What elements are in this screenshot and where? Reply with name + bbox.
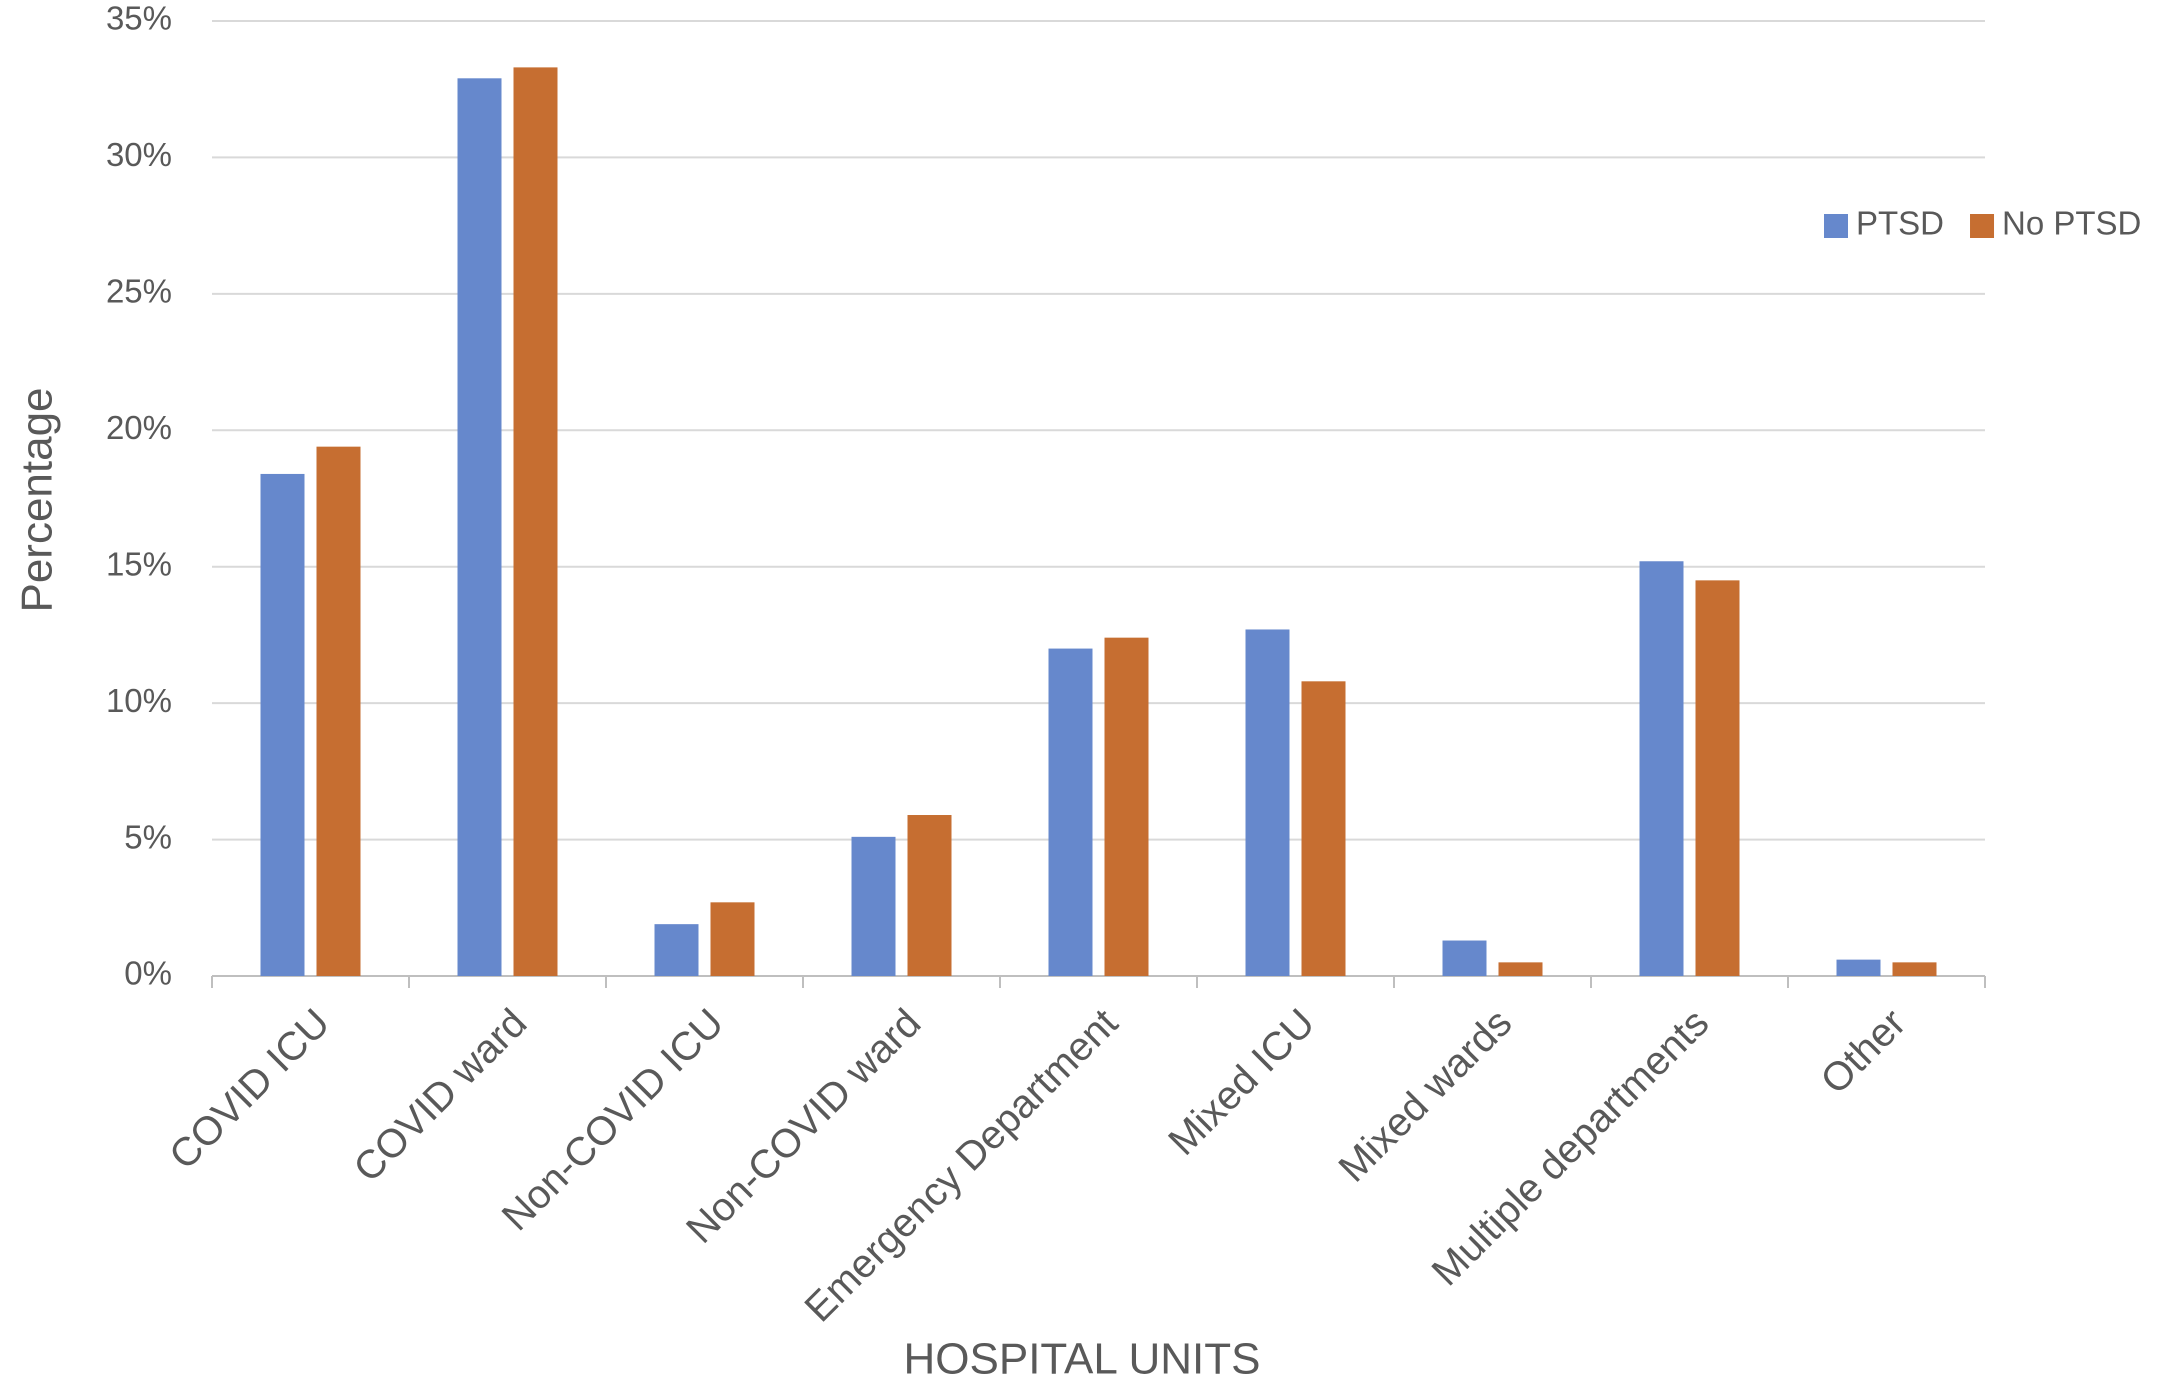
- x-tick-label: Emergency Department: [797, 1001, 1127, 1331]
- bar: [654, 924, 699, 976]
- y-tick-label: 0%: [124, 955, 172, 992]
- x-tick-label: COVID ICU: [161, 1001, 338, 1178]
- bar: [1104, 637, 1149, 976]
- bar: [260, 473, 305, 976]
- bar: [1245, 629, 1290, 976]
- y-tick-label: 35%: [106, 0, 172, 37]
- bar: [710, 902, 755, 976]
- x-tick-label: COVID ward: [345, 1001, 535, 1191]
- bar: [1695, 580, 1740, 976]
- legend-swatch: [1824, 214, 1848, 238]
- bar: [1639, 561, 1684, 976]
- y-axis-title: Percentage: [13, 387, 62, 612]
- y-tick-label: 15%: [106, 545, 172, 582]
- bar: [1301, 681, 1346, 976]
- bar: [1836, 959, 1881, 976]
- bar: [851, 836, 896, 976]
- legend-label: PTSD: [1856, 205, 1944, 242]
- x-axis-title: HOSPITAL UNITS: [904, 1335, 1261, 1384]
- bar: [457, 78, 502, 977]
- x-tick-label: Mixed ICU: [1160, 1001, 1323, 1164]
- x-tick-label: Mixed wards: [1330, 1001, 1520, 1191]
- y-tick-label: 20%: [106, 409, 172, 446]
- bar: [1892, 962, 1937, 976]
- bar: [907, 815, 952, 976]
- legend-label: No PTSD: [2002, 205, 2141, 242]
- y-tick-label: 25%: [106, 273, 172, 310]
- y-tick-label: 10%: [106, 682, 172, 719]
- bar: [1498, 962, 1543, 976]
- bar: [316, 446, 361, 977]
- bar: [513, 67, 558, 976]
- legend-swatch: [1970, 214, 1995, 238]
- x-tick-label: Other: [1812, 1001, 1914, 1103]
- y-tick-label: 5%: [124, 818, 172, 855]
- bar: [1048, 648, 1093, 976]
- y-tick-label: 30%: [106, 136, 172, 173]
- bar: [1442, 940, 1487, 976]
